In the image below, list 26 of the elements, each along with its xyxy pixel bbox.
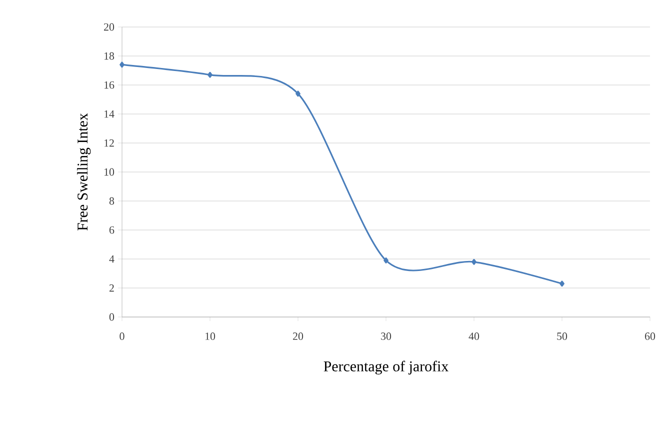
x-tick-label: 30 [381,332,392,340]
point [560,280,564,287]
y-tick-label: 8 [109,197,114,205]
x-tick-label: 0 [120,332,124,340]
y-tick-label: 4 [109,255,114,263]
point [384,257,388,264]
x-tick-label: 20 [293,332,304,340]
x-axis-title: Percentage of jarofix [324,360,448,374]
y-tick-label: 12 [104,139,114,147]
y-tick-label: 20 [104,23,114,31]
y-tick-label: 10 [104,168,114,176]
y-tick-label: 14 [104,110,114,118]
y-tick-label: 16 [104,81,114,89]
y-tick-label: 6 [109,226,114,234]
x-tick-label: 50 [557,332,568,340]
x-tick-label: 40 [468,332,480,340]
y-tick-label: 0 [109,313,114,321]
x-tick-label: 60 [644,332,656,340]
y-tick-label: 18 [104,52,114,60]
point [208,72,212,78]
y-tick-label: 2 [109,284,114,292]
point [296,90,300,97]
x-tick-label: 10 [205,332,216,340]
y-axis-title: Free Swelling Intex [77,113,91,230]
point [120,62,124,68]
point [472,258,476,265]
